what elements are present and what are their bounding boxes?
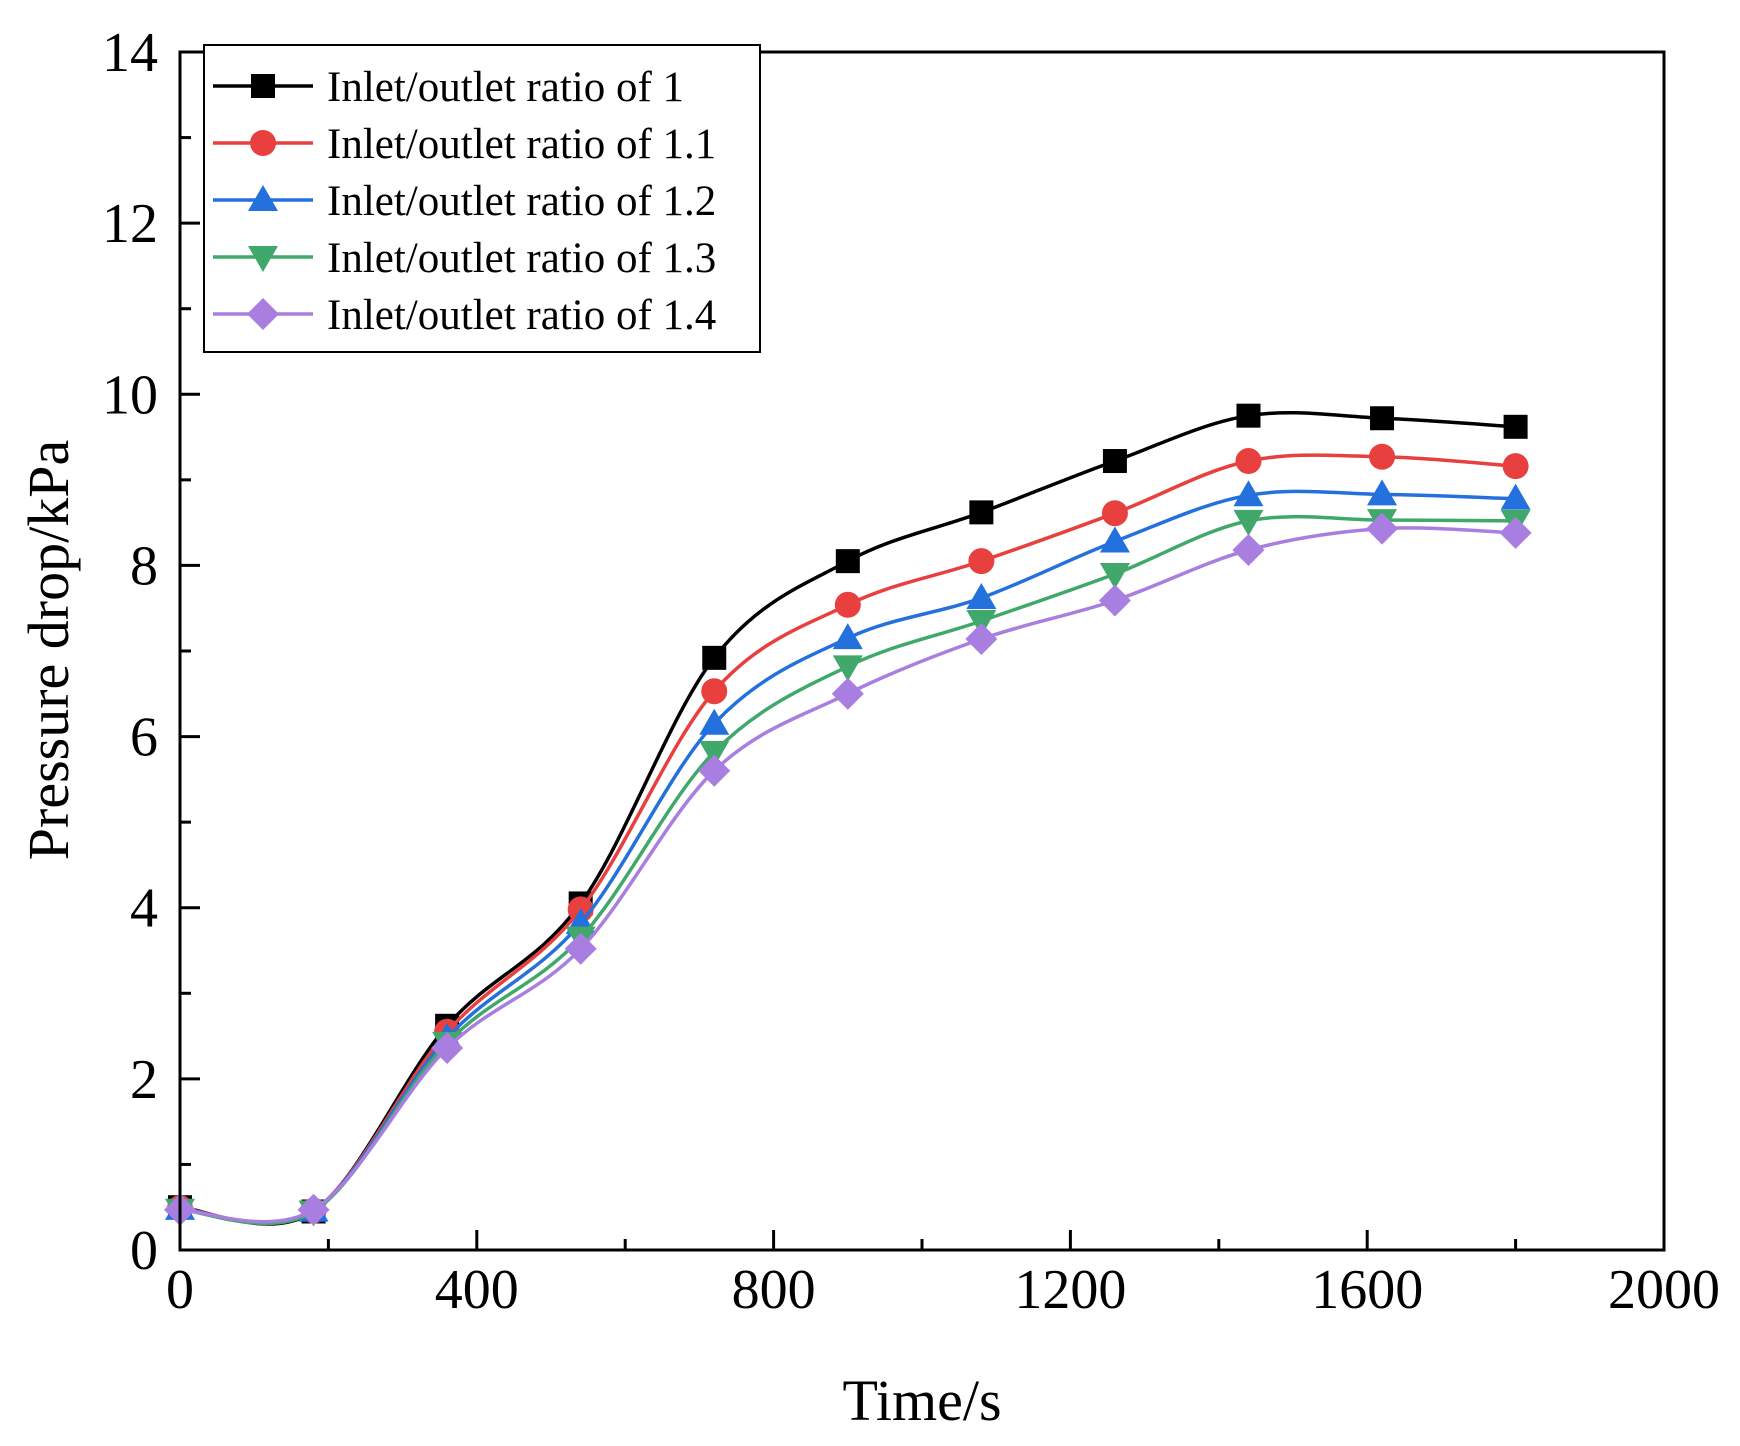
series-2-point (1101, 500, 1128, 527)
series-4-point (1099, 562, 1130, 589)
series-5-point (1499, 516, 1532, 549)
legend-marker-1 (251, 74, 275, 98)
series-layer (164, 403, 1532, 1227)
x-axis-title: Time/s (842, 1368, 1001, 1433)
x-tick-label: 1200 (1014, 1259, 1126, 1321)
legend-item-5: Inlet/outlet ratio of 1.4 (213, 292, 716, 339)
series-1-point (969, 500, 994, 525)
series-1-point (835, 549, 860, 574)
series-5-point (1232, 534, 1265, 567)
legend-label-3: Inlet/outlet ratio of 1.2 (327, 178, 716, 225)
legend-marker-3 (248, 185, 278, 211)
legend-label-1: Inlet/outlet ratio of 1 (327, 64, 684, 111)
legend-item-2: Inlet/outlet ratio of 1.1 (213, 121, 716, 168)
ticks-layer: 0 400 800 1200 1600 2000 0 2 4 6 8 10 12 14 (102, 22, 1720, 1321)
y-tick-label: 2 (130, 1049, 158, 1111)
y-tick-label: 14 (102, 22, 158, 84)
legend: Inlet/outlet ratio of 1 Inlet/outlet rati… (203, 44, 761, 353)
x-tick-label: 800 (732, 1259, 816, 1321)
series-1-point (1102, 449, 1127, 474)
legend-item-3: Inlet/outlet ratio of 1.2 (213, 178, 716, 225)
legend-label-2: Inlet/outlet ratio of 1.1 (327, 121, 716, 168)
y-tick-label: 6 (130, 707, 158, 769)
series-2-point (1369, 443, 1396, 470)
legend-label-4: Inlet/outlet ratio of 1.3 (327, 235, 716, 282)
series-4-point (699, 740, 730, 767)
series-5-point (831, 677, 864, 710)
x-tick-label: 400 (435, 1259, 519, 1321)
series-3-point (699, 708, 730, 735)
y-tick-label: 4 (130, 878, 158, 940)
series-5-point (297, 1193, 330, 1226)
legend-marker-2 (250, 130, 276, 156)
series-3-point (832, 623, 863, 650)
series-5-line (179, 526, 1516, 1224)
legend-marker-4 (248, 246, 278, 272)
series-1-point (702, 645, 727, 670)
series-3-point (1233, 480, 1264, 507)
legend-item-4: Inlet/outlet ratio of 1.3 (213, 235, 716, 282)
series-5-point (564, 932, 597, 965)
series-1-point (1236, 403, 1261, 428)
series-4-point (832, 655, 863, 682)
series-2-point (701, 678, 728, 705)
series-3-point (1099, 526, 1130, 553)
series-5-point (1098, 584, 1131, 617)
series-5-point (431, 1032, 464, 1065)
y-tick-label: 12 (102, 193, 158, 255)
series-5-point (965, 623, 998, 656)
y-axis-title: Pressure drop/kPa (16, 440, 81, 860)
series-2-point (1235, 448, 1262, 475)
legend-label-5: Inlet/outlet ratio of 1.4 (327, 292, 716, 339)
y-tick-label: 10 (102, 364, 158, 426)
y-tick-label: 8 (130, 535, 158, 597)
x-tick-label: 2000 (1608, 1259, 1720, 1321)
legend-item-1: Inlet/outlet ratio of 1 (213, 64, 684, 111)
series-4-point (1233, 509, 1264, 536)
series-3-point (966, 582, 997, 609)
series-1-point (1503, 414, 1528, 439)
series-5-point (1366, 512, 1399, 545)
x-tick-label: 1600 (1311, 1259, 1423, 1321)
series-2-point (834, 591, 861, 618)
series-1-line (179, 410, 1516, 1226)
series-1-point (1370, 406, 1395, 431)
series-2-point (1502, 453, 1529, 480)
series-3-point (1367, 479, 1398, 506)
series-5 (164, 512, 1532, 1226)
legend-marker-5 (247, 298, 279, 330)
series-5-point (698, 754, 731, 787)
y-tick-label: 0 (130, 1220, 158, 1282)
series-2-point (968, 548, 995, 575)
x-tick-label: 0 (166, 1259, 194, 1321)
series-3-point (1500, 483, 1531, 510)
